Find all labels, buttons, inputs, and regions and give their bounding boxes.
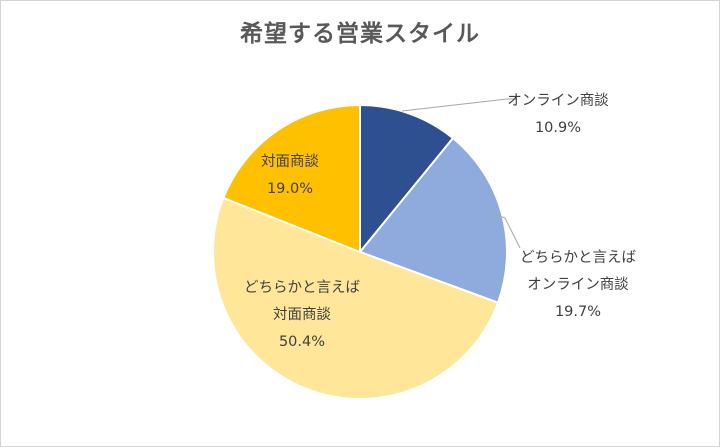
slice-value-label-3: 50.4% <box>279 334 325 350</box>
slice-category-label-3: 対面商談 <box>273 306 331 323</box>
pie-slice-4 <box>222 103 361 254</box>
slice-value-label-4: 19.0% <box>267 181 313 197</box>
slice-category-label-1: オンライン商談 <box>507 92 609 109</box>
pie-slice-1 <box>359 103 455 255</box>
slice-category-label-3: どちらかと言えば <box>244 279 360 296</box>
chart-title: 希望する営業スタイル <box>240 21 480 47</box>
pie-slice-3 <box>212 196 500 400</box>
leader-line-2 <box>491 212 521 249</box>
slice-category-label-2: オンライン商談 <box>527 276 629 293</box>
pie-slice-2 <box>358 136 508 304</box>
slice-value-label-1: 10.9% <box>535 120 581 136</box>
slice-category-label-4: 対面商談 <box>261 153 319 170</box>
slice-category-label-2: どちらかと言えば <box>520 249 636 266</box>
slice-value-label-2: 19.7% <box>555 304 601 320</box>
leader-line-1 <box>401 98 517 112</box>
